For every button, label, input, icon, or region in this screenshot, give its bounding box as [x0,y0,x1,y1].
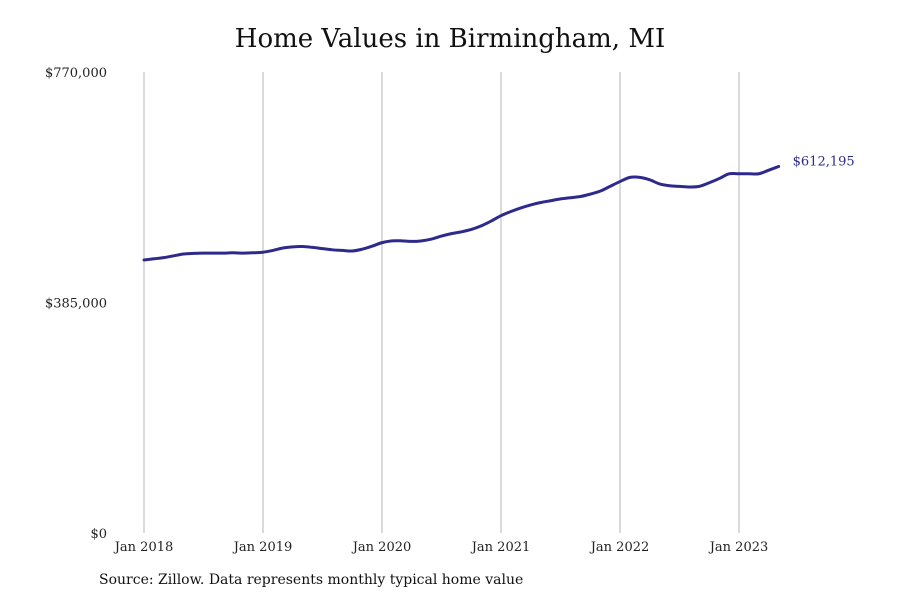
y-tick-label: $385,000 [45,297,107,312]
x-tick-label: Jan 2018 [113,540,174,555]
home-value-line [142,164,781,262]
x-tick-label: Jan 2022 [589,540,650,555]
chart-title: Home Values in Birmingham, MI [234,24,666,54]
x-tick-label: Jan 2020 [351,540,412,555]
y-axis-tick-labels: $0 $385,000 $770,000 [45,66,107,542]
y-tick-label: $770,000 [45,66,107,81]
y-tick-label: $0 [90,527,107,542]
x-tick-label: Jan 2023 [708,540,769,555]
gridlines [143,72,740,533]
x-tick-label: Jan 2021 [470,540,531,555]
x-tick-label: Jan 2019 [232,540,293,555]
last-value-label: $612,195 [793,154,855,169]
source-note: Source: Zillow. Data represents monthly … [99,572,524,588]
x-axis-tick-labels: Jan 2018 Jan 2019 Jan 2020 Jan 2021 Jan 2022… [113,540,769,555]
